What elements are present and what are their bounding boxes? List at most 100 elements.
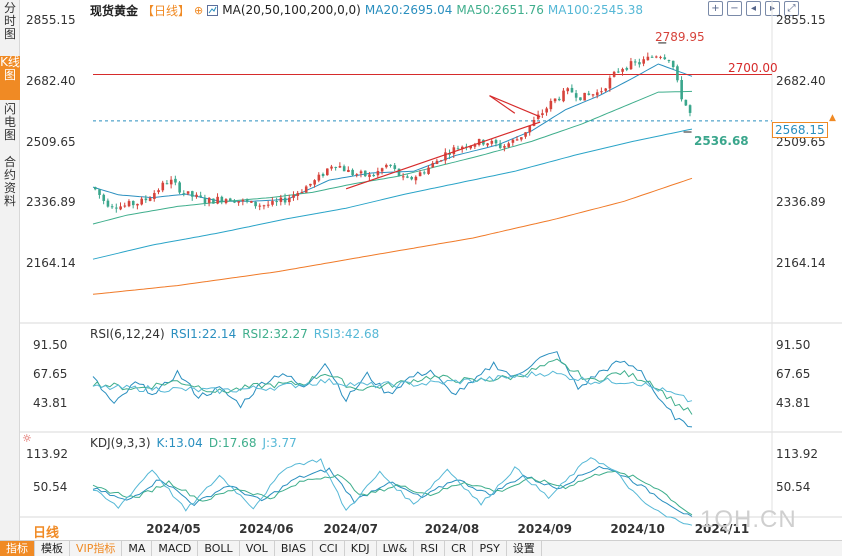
candle-body <box>608 77 612 89</box>
candle-body <box>688 105 692 113</box>
candle-body <box>199 195 203 197</box>
candle-body <box>313 180 316 185</box>
kdj-y-tick-left: 113.92 <box>26 447 68 461</box>
watermark: 1QH.CN <box>700 506 797 533</box>
kdj-line-j <box>92 457 693 526</box>
candle-body <box>536 114 540 119</box>
y-tick-right: 2336.89 <box>776 195 826 209</box>
tab-cci[interactable]: CCI <box>313 541 345 556</box>
ma20-value: MA20:2695.04 <box>364 3 453 17</box>
candle-body <box>321 174 325 176</box>
candle-body <box>165 183 169 185</box>
tab-time-share[interactable]: 分时图 <box>3 1 16 41</box>
y-tick-left: 2509.65 <box>26 135 76 149</box>
settings-gear-icon[interactable]: ⊕ <box>194 3 204 17</box>
y-tick-right: 2682.40 <box>776 74 826 88</box>
y-tick-left: 2164.14 <box>26 256 76 270</box>
candle-body <box>439 160 443 162</box>
plus-square-icon[interactable]: + <box>708 1 723 16</box>
kdj-d-value: D:17.68 <box>208 436 257 450</box>
ma100-value: MA100:2545.38 <box>547 3 644 17</box>
rsi-y-tick-left: 43.81 <box>33 396 68 410</box>
candle-body <box>448 153 451 155</box>
tab-psy[interactable]: PSY <box>473 541 507 556</box>
rsi-y-tick-right: 67.65 <box>776 367 811 381</box>
tab-settings[interactable]: 设置 <box>507 541 542 556</box>
ma-checkbox-icon[interactable] <box>207 4 219 16</box>
candle-body <box>136 203 139 206</box>
candle-body <box>98 189 101 195</box>
candle-body <box>131 200 135 206</box>
candle-body <box>541 113 544 116</box>
candle-body <box>591 94 595 96</box>
tab-contract-info[interactable]: 合约资料 <box>3 155 16 208</box>
candle-body <box>477 139 481 145</box>
candle-body <box>532 119 536 126</box>
candle-body <box>676 66 679 81</box>
candle-body <box>266 204 270 206</box>
candle-body <box>579 97 582 101</box>
ma-line-ma100 <box>92 128 693 260</box>
tab-lw[interactable]: LW& <box>377 541 415 556</box>
tab-indicators[interactable]: 指标 <box>0 541 35 556</box>
tab-bias[interactable]: BIAS <box>275 541 314 556</box>
y-tick-left: 2855.15 <box>26 13 76 27</box>
crosshair-icon[interactable]: ☼ <box>22 432 32 445</box>
x-tick: 2024/10 <box>610 522 665 536</box>
tab-rsi[interactable]: RSI <box>414 541 446 556</box>
tab-flash-chart[interactable]: 闪电图 <box>3 102 16 142</box>
candle-body <box>684 99 688 106</box>
arrow-left-icon[interactable]: ◂ <box>746 1 761 16</box>
rsi-y-tick-right: 43.81 <box>776 396 811 410</box>
candle-body <box>355 174 359 176</box>
candle-body <box>275 201 278 203</box>
candle-body <box>288 197 291 203</box>
tab-boll[interactable]: BOLL <box>198 541 240 556</box>
candle-body <box>220 196 224 203</box>
expand-icon[interactable]: ⤢ <box>784 1 799 16</box>
candle-body <box>123 205 127 207</box>
tab-macd[interactable]: MACD <box>152 541 199 556</box>
candle-body <box>233 200 236 203</box>
y-tick-left: 2336.89 <box>26 195 76 209</box>
candle-body <box>566 88 570 92</box>
candle-body <box>410 176 413 180</box>
rsi1-value: RSI1:22.14 <box>170 327 237 341</box>
candle-body <box>174 178 177 183</box>
tab-vol[interactable]: VOL <box>240 541 275 556</box>
candle-body <box>182 193 186 195</box>
candle-body <box>667 60 671 62</box>
candle-body <box>671 60 675 68</box>
period-badge[interactable]: 【日线】 <box>142 3 191 18</box>
tab-kline[interactable]: K线图 <box>0 56 20 100</box>
candle-body <box>115 207 118 209</box>
tab-template[interactable]: 模板 <box>35 541 70 556</box>
candle-body <box>106 200 110 207</box>
high-price-label: 2789.95 <box>655 30 705 44</box>
candle-body <box>600 91 603 93</box>
candle-body <box>650 56 654 58</box>
x-tick: 2024/08 <box>424 522 480 536</box>
candle-body <box>452 147 456 155</box>
candle-body <box>625 67 629 70</box>
tab-ma[interactable]: MA <box>122 541 153 556</box>
period-label[interactable]: 日线 <box>33 526 60 541</box>
candle-body <box>418 172 422 177</box>
candle-body <box>427 167 430 174</box>
candle-body <box>359 171 363 174</box>
candle-body <box>498 143 502 148</box>
price-chart[interactable] <box>0 0 842 540</box>
tab-cr[interactable]: CR <box>445 541 474 556</box>
rsi-y-tick-right: 91.50 <box>776 338 811 352</box>
candle-body <box>423 172 426 174</box>
candle-body <box>153 193 156 199</box>
kdj-title: KDJ(9,3,3) <box>90 436 151 450</box>
tab-vip-indicators[interactable]: VIP指标 <box>70 541 123 556</box>
y-tick-left: 2682.40 <box>26 74 76 88</box>
candle-body <box>380 168 384 172</box>
candle-body <box>406 176 409 178</box>
minus-square-icon[interactable]: − <box>727 1 742 16</box>
kdj-header: KDJ(9,3,3) K:13.04 D:17.68 J:3.77 <box>90 436 297 450</box>
tab-kdj[interactable]: KDJ <box>345 541 377 556</box>
candle-body <box>460 146 464 149</box>
